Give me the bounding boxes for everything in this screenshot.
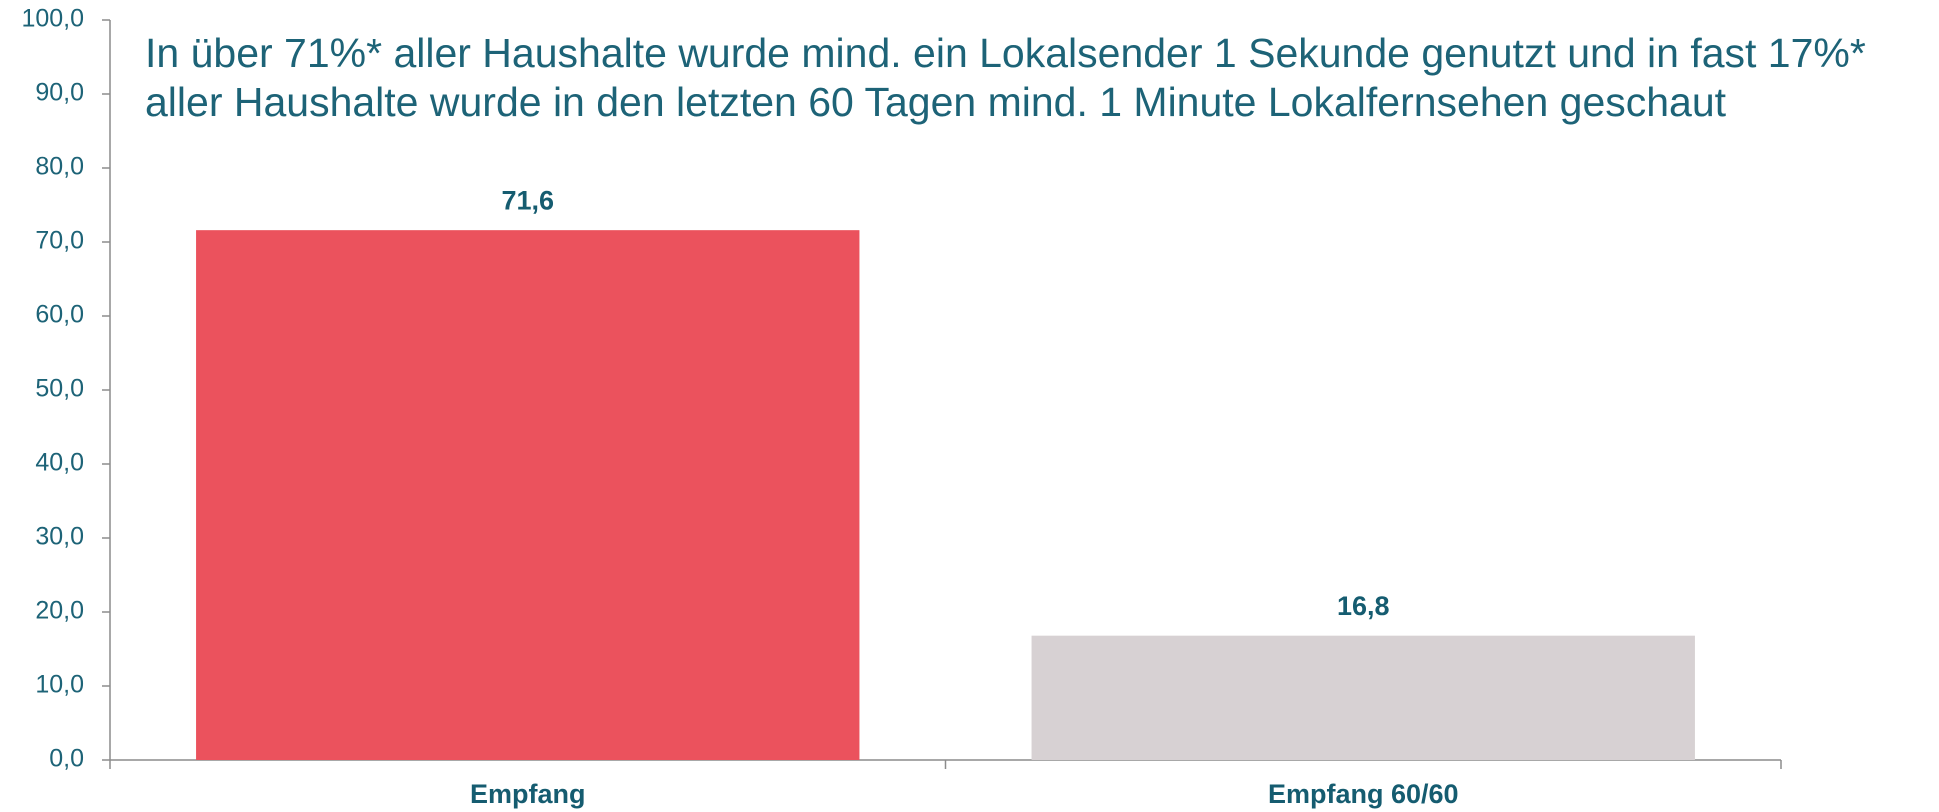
y-tick-label: 70,0 (35, 227, 84, 255)
y-tick-label: 100,0 (21, 5, 84, 33)
bar (196, 230, 860, 760)
y-tick-label: 50,0 (35, 375, 84, 403)
chart-title: In über 71%* aller Haushalte wurde mind.… (145, 30, 1866, 76)
x-tick-label: Empfang 60/60 (1268, 779, 1459, 809)
y-tick-label: 90,0 (35, 79, 84, 107)
value-label: 71,6 (501, 185, 554, 215)
y-tick-label: 40,0 (35, 449, 84, 477)
y-tick-label: 0,0 (49, 745, 84, 773)
bar (1031, 635, 1695, 760)
y-tick-label: 20,0 (35, 597, 84, 625)
x-tick-label: Empfang (470, 779, 586, 809)
y-tick-label: 30,0 (35, 523, 84, 551)
y-tick-label: 80,0 (35, 153, 84, 181)
y-tick-label: 10,0 (35, 671, 84, 699)
value-label: 16,8 (1337, 591, 1390, 621)
y-tick-label: 60,0 (35, 301, 84, 329)
chart-title: aller Haushalte wurde in den letzten 60 … (145, 79, 1727, 125)
